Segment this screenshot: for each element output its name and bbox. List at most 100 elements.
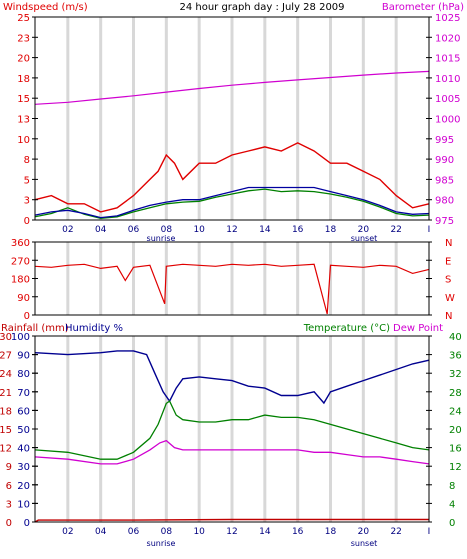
panel3-tick-label-left: 24: [0, 369, 12, 380]
panel3-tick-label-left: 30: [17, 462, 30, 473]
panel3-tick-label-left: 30: [0, 332, 12, 343]
panel3-tick-label-right: 24: [449, 406, 462, 417]
panel3-tick-label-left: 60: [17, 406, 30, 417]
x-tick-label: 12: [226, 527, 237, 537]
x-tick-label: 06: [128, 225, 140, 235]
x-tick-label: 16: [292, 527, 304, 537]
x-tick-label: 14: [259, 527, 271, 537]
barometer-axis-label: Barometer (hPa): [382, 2, 464, 13]
panel3-tick-label-right: 4: [449, 499, 455, 510]
panel1-tick-label-right: 1005: [435, 94, 460, 105]
panel1-tick-label-right: 1010: [435, 74, 460, 85]
panel3-tick-label-left: 9: [6, 462, 12, 473]
panel3-tick-label-left: 12: [0, 444, 12, 455]
panel2-tick-label-left: 180: [11, 275, 30, 286]
panel3-tick-label-left: 15: [0, 425, 12, 436]
temperature-line: [34, 400, 430, 460]
panel3-tick-label-left: 0: [24, 518, 30, 529]
panel3-tick-label-right: 32: [449, 369, 462, 380]
panel1-tick-label-left: 18: [17, 74, 30, 85]
panel3-tick-label-left: 27: [0, 351, 12, 362]
panel3-tick-label-right: 20: [449, 425, 462, 436]
panel1-tick-label-right: 975: [435, 216, 454, 227]
panel3-tick-label-right: 16: [449, 444, 462, 455]
panel1-tick-label-right: 985: [435, 175, 454, 186]
wind-gust-line: [34, 142, 430, 213]
panel1-tick-label-right: 1020: [435, 33, 460, 44]
x-tick-label: 18: [325, 527, 337, 537]
panel1-tick-label-left: 3: [24, 196, 30, 207]
panel3-tick-label-right: 8: [449, 481, 455, 492]
panel2-tick-label-left: 270: [11, 256, 30, 267]
wind-green-line: [34, 188, 430, 220]
panel3-tick-label-right: 36: [449, 351, 462, 362]
panel2-tick-label-left: 360: [11, 238, 30, 249]
panel1-tick-label-left: 0: [24, 216, 30, 227]
x-tick-label: 04: [95, 527, 107, 537]
barometer-line: [34, 70, 430, 105]
panel2-tick-label-left: 0: [24, 311, 30, 322]
dewpoint-line: [34, 439, 430, 465]
direction-line: [34, 263, 430, 315]
panel3-tick-label-right: 40: [449, 332, 462, 343]
tick-layer: 0358101315182023259759809859909951000100…: [0, 13, 462, 537]
wind-average-line: [34, 186, 430, 219]
panel1-tick-label-right: 1025: [435, 13, 460, 24]
panel1-tick-label-right: 1000: [435, 115, 460, 126]
panel1-tick-label-right: 990: [435, 155, 454, 166]
x-tick-label: 02: [62, 527, 73, 537]
x-tick-label: 04: [95, 225, 107, 235]
rainfall-line: [34, 518, 429, 523]
title: 24 hour graph day : July 28 2009: [179, 2, 344, 13]
panel2-tick-label-right: N: [445, 238, 452, 249]
dewpoint-axis-label: Dew Point: [393, 323, 443, 334]
panel1-tick-label-right: 995: [435, 135, 454, 146]
panel1-tick-label-left: 10: [17, 135, 30, 146]
x-tick-label: 18: [325, 225, 337, 235]
panel3-tick-label-left: 80: [17, 369, 30, 380]
sunset-label-top: sunset: [351, 234, 378, 243]
panel3-tick-label-left: 18: [0, 406, 12, 417]
panel3-tick-label-left: 90: [17, 351, 30, 362]
grid-layer: [66, 17, 398, 522]
x-tick-label: 20: [358, 225, 370, 235]
panel1-tick-label-right: 980: [435, 196, 454, 207]
temperature-axis-label: Temperature (°C): [303, 323, 390, 334]
x-tick-label: 08: [161, 225, 173, 235]
panel3-tick-label-left: 6: [6, 481, 12, 492]
panel3-tick-label-left: 40: [17, 444, 30, 455]
panel1-tick-label-left: 25: [17, 13, 30, 24]
x-tick-label: 10: [193, 527, 205, 537]
x-tick-label: 22: [390, 225, 401, 235]
panel1-tick-label-left: 15: [17, 94, 30, 105]
x-tick-label: 10: [193, 225, 205, 235]
x-tick-label: 20: [358, 527, 370, 537]
sunrise-label-top: sunrise: [147, 234, 176, 243]
panel2-tick-label-right: W: [445, 293, 455, 304]
x-tick-label: I: [428, 527, 431, 537]
series-layer: [34, 70, 430, 523]
panel3-tick-label-left: 0: [6, 518, 12, 529]
x-tick-label: 12: [226, 225, 237, 235]
sunrise-label-bottom: sunrise: [147, 539, 176, 548]
panel3-tick-label-left: 10: [17, 499, 30, 510]
humidity-line: [34, 350, 430, 405]
panel1-tick-label-right: 1015: [435, 54, 460, 65]
humidity-axis-label: Humidity %: [65, 323, 123, 334]
panel2-tick-label-right: E: [445, 256, 451, 267]
panel3-tick-label-right: 28: [449, 388, 462, 399]
panel1-tick-label-left: 8: [24, 155, 30, 166]
panel1-tick-label-left: 23: [17, 33, 30, 44]
x-tick-label: 16: [292, 225, 304, 235]
panel3-tick-label-left: 70: [17, 388, 30, 399]
panel2-tick-label-right: N: [445, 311, 452, 322]
panel3-tick-label-left: 100: [11, 332, 30, 343]
x-tick-label: 08: [161, 527, 173, 537]
panel3-tick-label-right: 12: [449, 462, 462, 473]
panel3-tick-label-left: 21: [0, 388, 12, 399]
rainfall-axis-label: Rainfall (mm): [1, 323, 69, 334]
panel1-tick-label-left: 13: [17, 115, 30, 126]
panel3-tick-label-left: 50: [17, 425, 30, 436]
panel3-tick-label-right: 0: [449, 518, 455, 529]
